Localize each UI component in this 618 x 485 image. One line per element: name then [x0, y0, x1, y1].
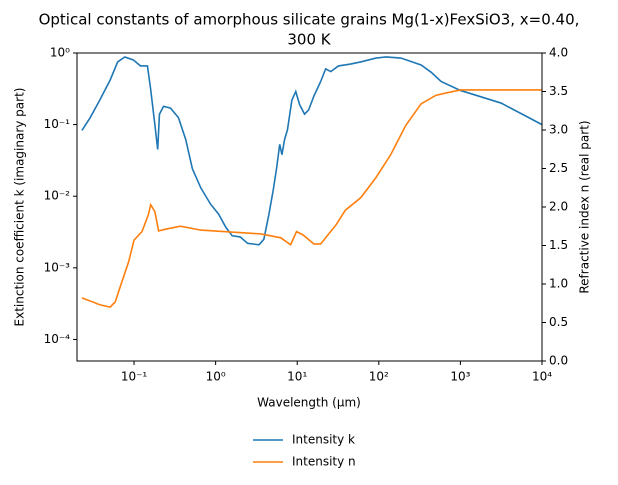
legend-label: Intensity n — [292, 455, 356, 469]
chart-title: 300 K — [287, 31, 331, 49]
x-tick-label: 10⁴ — [532, 370, 552, 384]
y-axis-label: Extinction coefficient k (imaginary part… — [13, 88, 27, 327]
data-line — [81, 89, 542, 308]
x-tick-label: 10³ — [450, 370, 470, 384]
y2-tick-label: 2.0 — [549, 200, 568, 214]
legend-label: Intensity k — [292, 433, 355, 447]
plot-frame — [76, 52, 543, 362]
x-tick-label: 10⁻¹ — [121, 370, 148, 384]
y-tick-label: 10⁻³ — [44, 260, 71, 274]
x-tick-label: 10⁰ — [206, 370, 226, 384]
data-line — [81, 56, 543, 246]
y2-tick-label: 2.5 — [549, 161, 568, 175]
chart-title: Optical constants of amorphous silicate … — [39, 11, 580, 29]
y-tick-label: 10⁻² — [44, 189, 71, 203]
y2-tick-label: 0.0 — [549, 354, 568, 368]
y-tick-label: 10⁰ — [50, 46, 70, 60]
y-tick-label: 10⁻¹ — [44, 117, 71, 131]
x-tick-label: 10¹ — [287, 370, 307, 384]
y2-tick-label: 0.5 — [549, 315, 568, 329]
x-tick-label: 10² — [369, 370, 389, 384]
y2-tick-label: 1.5 — [549, 238, 568, 252]
x-axis-label: Wavelength (μm) — [257, 396, 361, 410]
y2-tick-label: 3.0 — [549, 123, 568, 137]
y2-axis-label: Refractive index n (real part) — [578, 120, 592, 293]
y2-tick-label: 3.5 — [549, 84, 568, 98]
y-tick-label: 10⁻⁴ — [44, 332, 71, 346]
y2-tick-label: 4.0 — [549, 46, 568, 60]
y2-tick-label: 1.0 — [549, 277, 568, 291]
